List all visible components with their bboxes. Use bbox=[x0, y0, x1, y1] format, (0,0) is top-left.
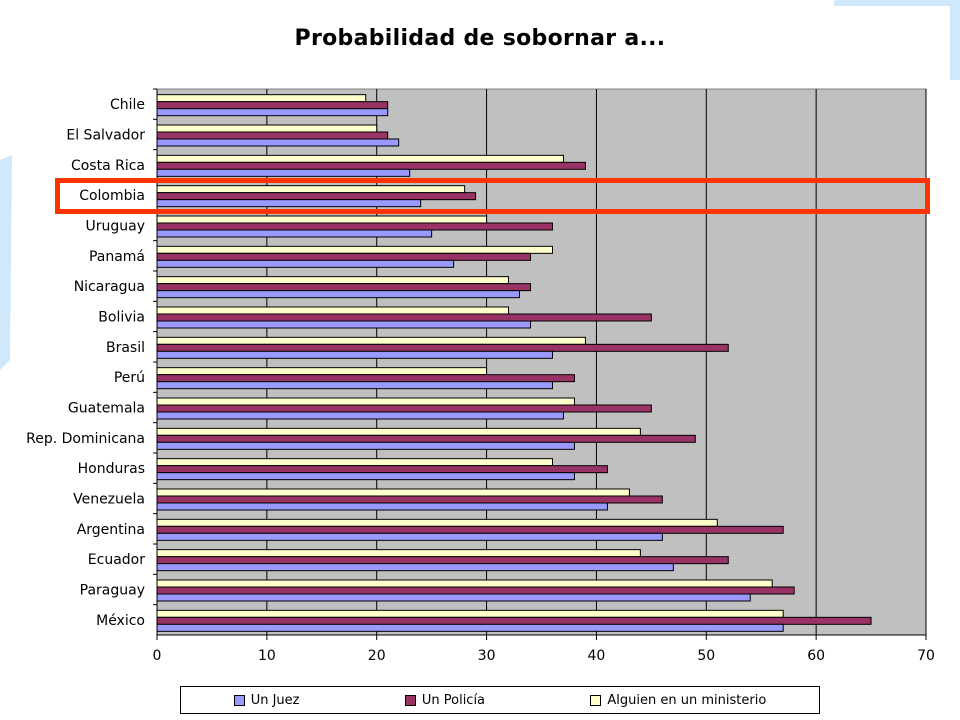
legend-label: Un Policía bbox=[421, 692, 486, 708]
bar-ministerio bbox=[156, 367, 488, 376]
bar-juez bbox=[156, 472, 575, 481]
category-label: Nicaragua bbox=[74, 279, 145, 295]
category-label: Costa Rica bbox=[71, 158, 145, 174]
x-tick-label: 30 bbox=[478, 648, 496, 664]
bar-juez bbox=[156, 441, 575, 450]
bar-policia bbox=[156, 556, 729, 565]
bar-ministerio bbox=[156, 276, 510, 285]
bar-policia bbox=[156, 374, 575, 383]
bar-policia bbox=[156, 101, 389, 110]
bar-policia bbox=[156, 495, 663, 504]
category-label: Uruguay bbox=[86, 219, 146, 235]
legend-item: Un Juez bbox=[233, 692, 300, 708]
legend-label: Un Juez bbox=[250, 692, 300, 708]
x-tick-label: 10 bbox=[258, 648, 276, 664]
bar-juez bbox=[156, 623, 784, 632]
legend-label: Alguien en un ministerio bbox=[607, 692, 767, 708]
bar-ministerio bbox=[156, 94, 367, 103]
bar-ministerio bbox=[156, 518, 718, 527]
category-label: Chile bbox=[110, 97, 145, 113]
legend-swatch bbox=[233, 694, 245, 706]
category-label: Colombia bbox=[79, 188, 145, 204]
bar-policia bbox=[156, 434, 696, 443]
bar-juez bbox=[156, 168, 411, 177]
category-label: Brasil bbox=[106, 340, 145, 356]
bar-policia bbox=[156, 131, 389, 140]
category-label: Panamá bbox=[89, 249, 145, 265]
bar-ministerio bbox=[156, 488, 630, 497]
legend-item: Alguien en un ministerio bbox=[590, 693, 766, 708]
category-label: Bolivia bbox=[98, 310, 145, 326]
category-label: El Salvador bbox=[66, 128, 145, 144]
bar-policia bbox=[156, 313, 652, 322]
bar-ministerio bbox=[156, 397, 575, 406]
bar-juez bbox=[156, 259, 455, 268]
bar-ministerio bbox=[156, 215, 488, 224]
bar-juez bbox=[156, 229, 433, 238]
bar-juez bbox=[156, 411, 564, 420]
bar-ministerio bbox=[156, 609, 784, 618]
chart-legend: Un Juez Un Policía Alguien en un ministeri… bbox=[180, 686, 820, 714]
bar-ministerio bbox=[156, 579, 773, 588]
bar-ministerio bbox=[156, 336, 586, 345]
x-tick-label: 0 bbox=[153, 648, 162, 664]
legend-swatch bbox=[590, 694, 602, 706]
bar-ministerio bbox=[156, 245, 553, 254]
bar-juez bbox=[156, 290, 521, 299]
bar-policia bbox=[156, 222, 553, 231]
bar-policia bbox=[156, 161, 586, 170]
bar-ministerio bbox=[156, 154, 564, 163]
legend-swatch bbox=[404, 694, 416, 706]
bar-juez bbox=[156, 593, 751, 602]
bar-policia bbox=[156, 616, 872, 625]
x-tick-label: 70 bbox=[917, 648, 935, 664]
bar-ministerio bbox=[156, 124, 378, 133]
x-tick-label: 50 bbox=[697, 648, 715, 664]
category-label: Honduras bbox=[78, 461, 145, 477]
bar-juez bbox=[156, 532, 663, 541]
bar-juez bbox=[156, 320, 532, 329]
bar-juez bbox=[156, 381, 553, 390]
category-label: Perú bbox=[114, 370, 145, 386]
bar-ministerio bbox=[156, 458, 553, 467]
bar-juez bbox=[156, 502, 608, 511]
bar-juez bbox=[156, 350, 553, 359]
x-tick-label: 20 bbox=[368, 648, 386, 664]
category-label: Ecuador bbox=[88, 552, 145, 568]
bar-policia bbox=[156, 586, 795, 595]
bar-ministerio bbox=[156, 306, 510, 315]
bar-policia bbox=[156, 283, 532, 292]
category-label: Guatemala bbox=[68, 401, 145, 417]
bar-policia bbox=[156, 465, 608, 474]
bar-policia bbox=[156, 343, 729, 352]
category-label: Paraguay bbox=[80, 583, 145, 599]
category-label: Argentina bbox=[77, 522, 145, 538]
bar-policia bbox=[156, 404, 652, 413]
bar-ministerio bbox=[156, 549, 641, 558]
bar-juez bbox=[156, 563, 674, 572]
category-label: Venezuela bbox=[73, 492, 145, 508]
legend-item: Un Policía bbox=[404, 692, 486, 708]
bar-policia bbox=[156, 252, 532, 261]
chart-title: Probabilidad de sobornar a... bbox=[294, 26, 666, 51]
bar-juez bbox=[156, 138, 400, 147]
bar-ministerio bbox=[156, 427, 641, 436]
bar-policia bbox=[156, 525, 784, 534]
category-label: Rep. Dominicana bbox=[26, 431, 145, 447]
x-tick-label: 40 bbox=[588, 648, 606, 664]
highlight-box-colombia bbox=[55, 178, 930, 214]
category-label: México bbox=[96, 613, 145, 629]
bar-juez bbox=[156, 108, 389, 117]
x-tick-label: 60 bbox=[807, 648, 825, 664]
